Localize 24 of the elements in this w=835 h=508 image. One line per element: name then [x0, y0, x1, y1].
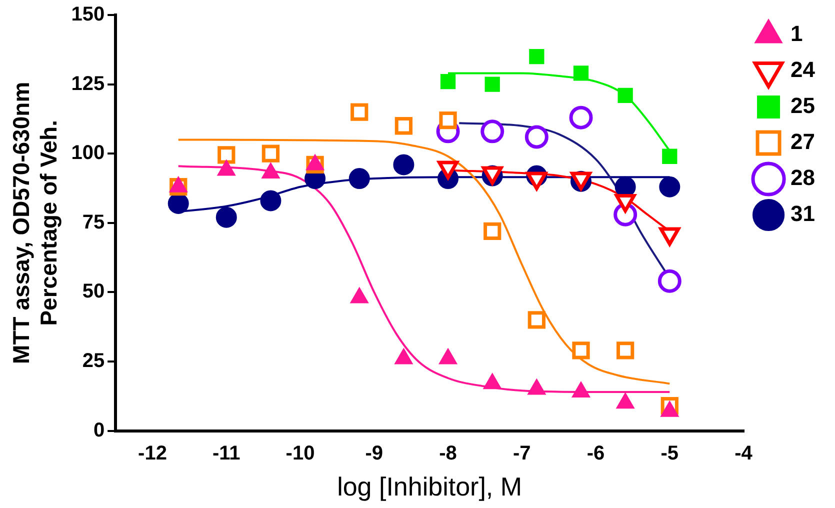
y-tick-label: 25: [82, 350, 105, 372]
x-tick-label: -4: [734, 442, 754, 464]
legend-label: 31: [790, 201, 816, 226]
y-tick-label: 50: [82, 280, 105, 303]
y-tick-label: 100: [71, 142, 105, 164]
y-tick-label: 125: [71, 72, 105, 95]
legend-label: 24: [790, 57, 816, 82]
x-tick-label: -6: [586, 442, 605, 464]
y-axis-title: MTT assay, OD570-630nm Percentage of Veh.: [8, 82, 62, 364]
x-tick-label: -11: [212, 442, 240, 464]
x-tick-label: -10: [286, 442, 315, 464]
x-tick-label: -8: [439, 442, 457, 464]
x-tick-label: -9: [365, 442, 384, 464]
x-tick-label: -5: [660, 442, 679, 464]
x-axis-title: log [Inhibitor], M: [337, 472, 522, 502]
legend-label: 27: [790, 129, 816, 154]
x-tick-label: -7: [513, 442, 531, 464]
x-tick-label: -12: [138, 442, 167, 464]
y-tick-label: 150: [71, 4, 105, 26]
legend-label: 28: [790, 165, 816, 190]
legend-label: 25: [790, 93, 816, 118]
y-tick-label: 75: [82, 211, 105, 234]
legend-label: 1: [790, 21, 803, 46]
y-tick-label: 0: [93, 419, 105, 442]
